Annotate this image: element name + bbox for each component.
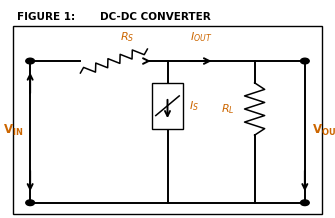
Bar xyxy=(152,83,183,129)
Circle shape xyxy=(300,58,309,64)
Text: DC-DC CONVERTER: DC-DC CONVERTER xyxy=(100,12,211,22)
Text: $R_S$: $R_S$ xyxy=(120,30,134,44)
Text: $\mathbf{V_{OUT}}$: $\mathbf{V_{OUT}}$ xyxy=(312,123,335,138)
Circle shape xyxy=(26,58,35,64)
Text: $I_{OUT}$: $I_{OUT}$ xyxy=(190,30,212,44)
Text: $\mathbf{V_{IN}}$: $\mathbf{V_{IN}}$ xyxy=(3,123,23,138)
Text: $R_L$: $R_L$ xyxy=(221,102,234,116)
Circle shape xyxy=(26,200,35,206)
Bar xyxy=(13,26,322,214)
Circle shape xyxy=(300,200,309,206)
Text: $I_S$: $I_S$ xyxy=(189,99,199,113)
Text: FIGURE 1:: FIGURE 1: xyxy=(17,12,75,22)
